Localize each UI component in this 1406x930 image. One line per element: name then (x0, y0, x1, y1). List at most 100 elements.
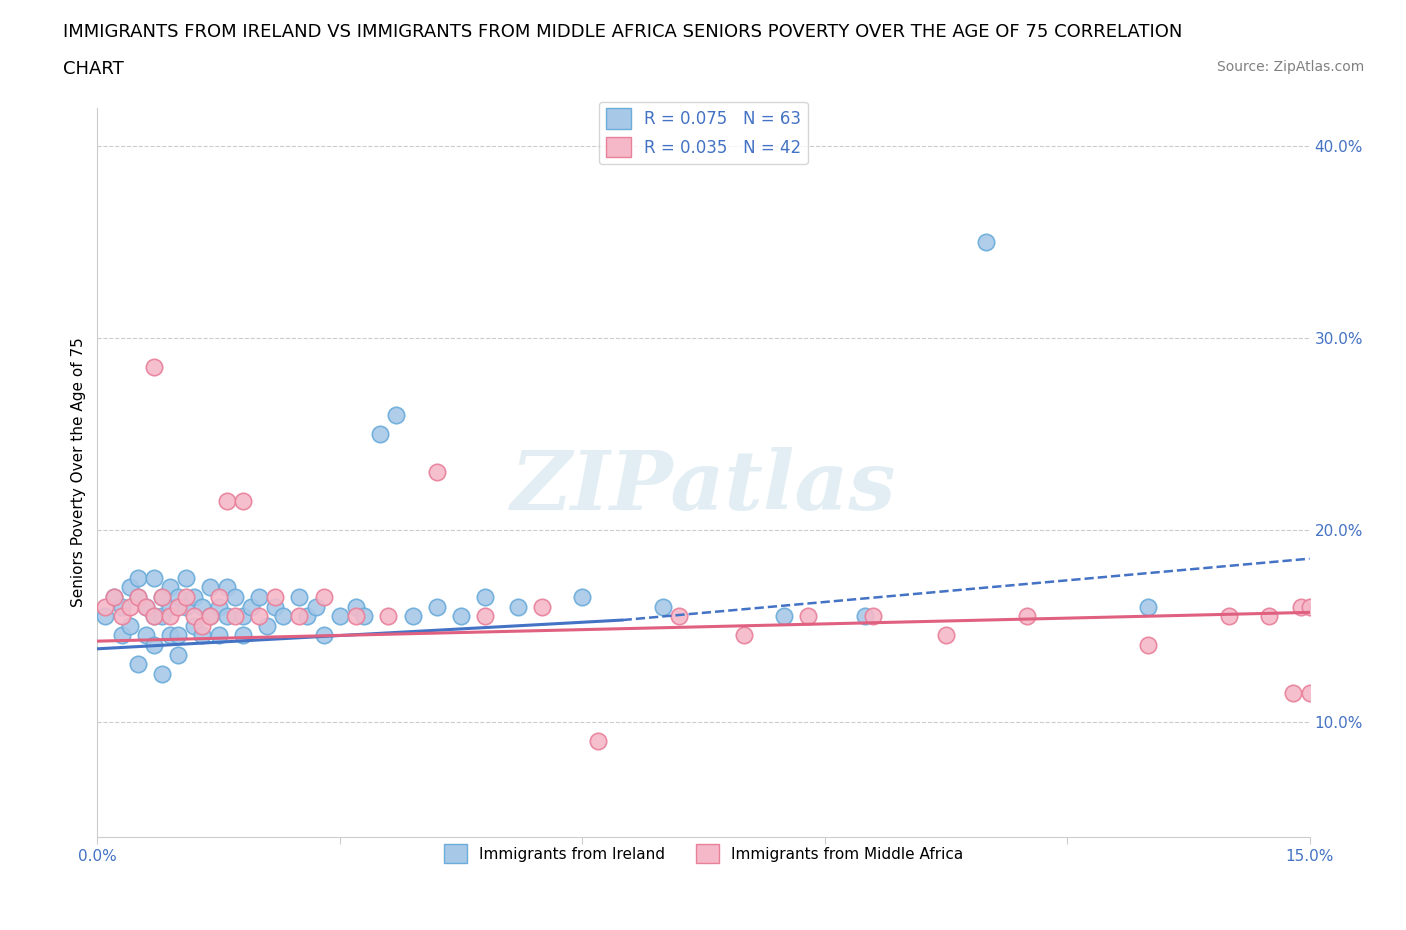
Point (385, 407, 408, 422)
Point (150, 609, 173, 624)
Point (271, 609, 294, 624)
Point (183, 609, 205, 624)
Point (797, 609, 820, 624)
Point (1298, 599, 1320, 614)
Point (862, 609, 884, 624)
Point (426, 465, 449, 480)
Point (94, 609, 117, 624)
Point (167, 599, 190, 614)
Point (127, 590, 149, 604)
Point (247, 609, 270, 624)
Point (110, 609, 132, 624)
Point (215, 494, 238, 509)
Point (110, 599, 132, 614)
Point (215, 580, 238, 595)
Point (127, 570, 149, 585)
Point (174, 590, 197, 604)
Point (652, 599, 675, 614)
Point (571, 590, 593, 604)
Point (150, 590, 173, 604)
Point (329, 609, 352, 624)
Point (368, 427, 391, 442)
Point (94, 599, 117, 614)
Point (264, 590, 287, 604)
Point (1298, 685, 1320, 700)
Point (159, 599, 181, 614)
Y-axis label: Seniors Poverty Over the Age of 75: Seniors Poverty Over the Age of 75 (72, 338, 86, 607)
Point (183, 618, 205, 633)
Point (159, 609, 181, 624)
Point (127, 590, 149, 604)
Point (853, 609, 876, 624)
Point (668, 609, 690, 624)
Text: ZIPatlas: ZIPatlas (510, 447, 896, 527)
Point (200, 609, 222, 624)
Point (150, 590, 173, 604)
Point (401, 609, 423, 624)
Point (167, 628, 190, 643)
Point (450, 609, 472, 624)
Point (135, 599, 157, 614)
Point (239, 599, 262, 614)
Point (256, 618, 278, 633)
Point (974, 234, 997, 249)
Point (733, 628, 755, 643)
Text: Source: ZipAtlas.com: Source: ZipAtlas.com (1216, 60, 1364, 74)
Point (312, 628, 335, 643)
Point (474, 590, 496, 604)
Text: CHART: CHART (63, 60, 124, 78)
Point (353, 609, 375, 624)
Point (377, 609, 399, 624)
Point (1218, 609, 1240, 624)
Point (1136, 599, 1159, 614)
Point (224, 590, 246, 604)
Point (232, 609, 254, 624)
Point (224, 609, 246, 624)
Point (530, 599, 553, 614)
Point (426, 599, 449, 614)
Point (344, 609, 367, 624)
Point (215, 609, 238, 624)
Point (135, 628, 157, 643)
Point (103, 590, 125, 604)
Point (142, 638, 165, 653)
Point (191, 628, 214, 643)
Point (135, 599, 157, 614)
Point (191, 599, 214, 614)
Point (773, 609, 796, 624)
Point (167, 590, 190, 604)
Point (110, 628, 132, 643)
Point (1015, 609, 1038, 624)
Point (118, 580, 141, 595)
Point (288, 590, 311, 604)
Point (142, 570, 165, 585)
Point (159, 580, 181, 595)
Point (288, 609, 311, 624)
Point (167, 647, 190, 662)
Point (207, 599, 229, 614)
Point (247, 590, 270, 604)
Point (174, 570, 197, 585)
Point (506, 599, 529, 614)
Point (200, 609, 222, 624)
Point (207, 590, 229, 604)
Point (344, 599, 367, 614)
Point (142, 360, 165, 375)
Point (118, 618, 141, 633)
Point (127, 657, 149, 671)
Point (304, 599, 326, 614)
Point (150, 666, 173, 681)
Point (1291, 599, 1313, 614)
Point (232, 628, 254, 643)
Point (297, 609, 319, 624)
Point (103, 590, 125, 604)
Point (588, 734, 610, 749)
Point (312, 590, 335, 604)
Point (174, 599, 197, 614)
Point (183, 590, 205, 604)
Text: IMMIGRANTS FROM IRELAND VS IMMIGRANTS FROM MIDDLE AFRICA SENIORS POVERTY OVER TH: IMMIGRANTS FROM IRELAND VS IMMIGRANTS FR… (63, 23, 1182, 41)
Point (935, 628, 957, 643)
Point (159, 628, 181, 643)
Point (1136, 638, 1159, 653)
Point (200, 580, 222, 595)
